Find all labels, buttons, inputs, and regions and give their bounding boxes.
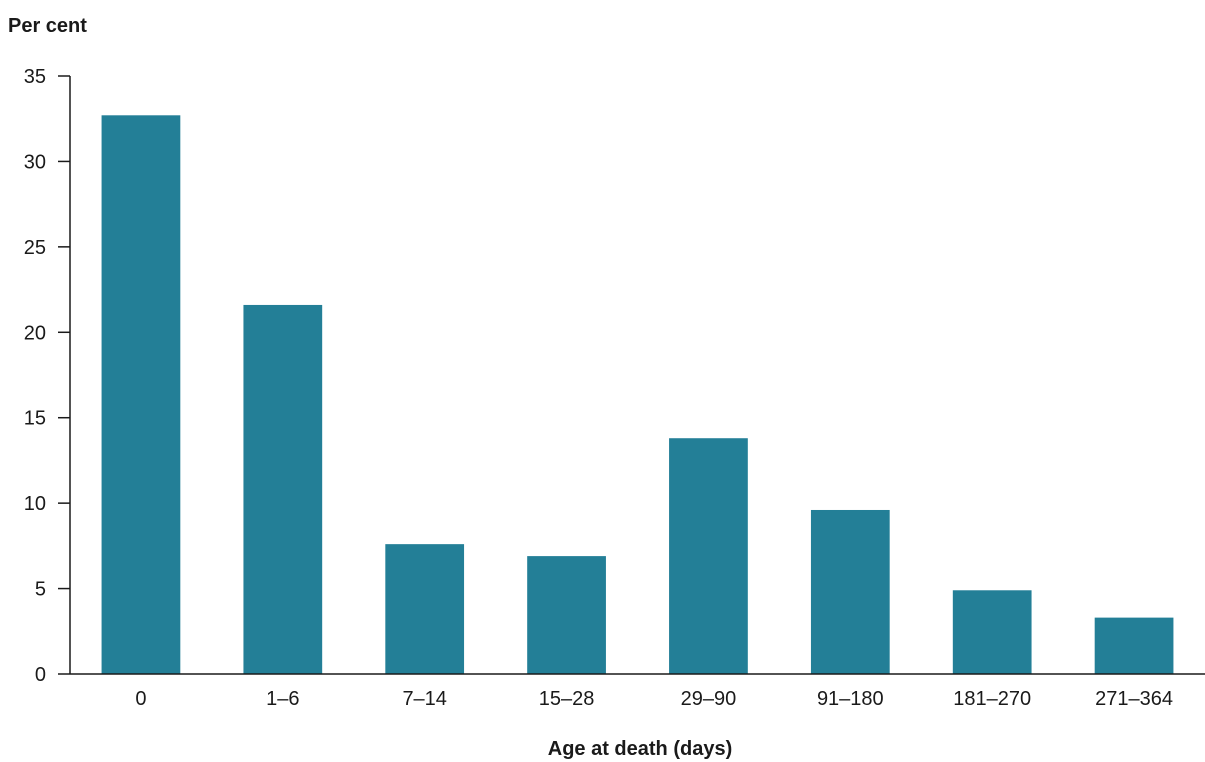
x-tick-label: 271–364 [1095,688,1173,710]
bar [1094,617,1174,674]
y-tick-label: 30 [24,151,46,173]
y-tick-label: 35 [24,66,46,88]
x-tick-label: 7–14 [402,688,447,710]
y-tick-label: 5 [35,579,46,601]
x-tick-label: 181–270 [953,688,1031,710]
bar [527,556,606,674]
bar [952,590,1032,674]
y-tick-label: 20 [24,322,46,344]
bar [669,438,748,674]
y-tick-label: 15 [24,408,46,430]
y-axis: 0 5 10 15 20 25 30 35 [24,66,71,686]
y-tick-label: 10 [24,493,46,515]
x-tick-label: 15–28 [539,688,595,710]
x-axis: 0 1–6 7–14 15–28 29–90 91–180 181–270 271–364 [70,673,1205,710]
x-tick-label: 0 [135,688,146,710]
bars [101,115,1174,675]
x-tick-label: 91–180 [817,688,884,710]
bar [385,544,465,674]
bar [810,509,890,674]
x-tick-label: 1–6 [266,688,299,710]
x-axis-title: Age at death (days) [548,738,732,760]
x-tick-label: 29–90 [681,688,737,710]
bar [101,115,181,675]
bar [243,304,323,674]
y-tick-label: 25 [24,237,46,259]
y-axis-title: Per cent [8,15,87,37]
y-tick-label: 0 [35,664,46,686]
